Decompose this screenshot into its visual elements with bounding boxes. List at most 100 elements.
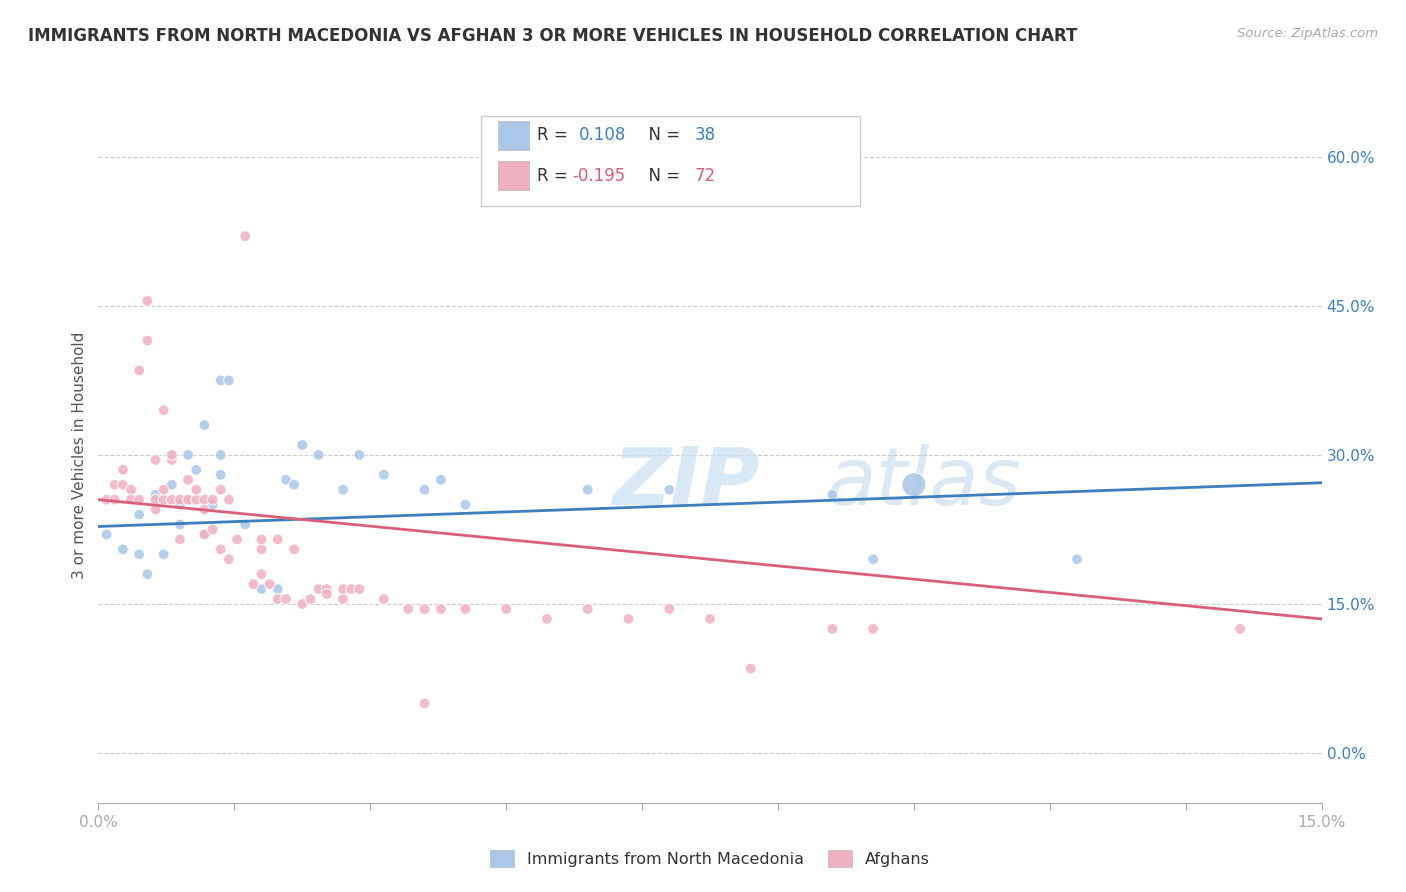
Point [315, 587, 337, 601]
Point [145, 453, 167, 467]
Point [209, 448, 232, 462]
Text: R =: R = [537, 167, 574, 185]
Point [128, 363, 150, 377]
Text: R =: R = [537, 127, 574, 145]
Text: 72: 72 [695, 167, 716, 185]
Point [315, 582, 337, 596]
Point [201, 498, 224, 512]
Point [267, 533, 290, 547]
Point [152, 492, 174, 507]
Point [209, 483, 232, 497]
Point [332, 582, 354, 596]
Point [209, 542, 232, 557]
Point [536, 612, 558, 626]
Point [495, 602, 517, 616]
Point [454, 498, 477, 512]
Point [186, 463, 208, 477]
Point [177, 473, 200, 487]
Point [152, 547, 174, 561]
Point [821, 622, 844, 636]
Point [193, 527, 215, 541]
Point [145, 488, 167, 502]
Point [160, 448, 183, 462]
Point [658, 602, 681, 616]
Point [218, 373, 240, 387]
Point [209, 373, 232, 387]
Point [201, 492, 224, 507]
Point [283, 542, 305, 557]
Point [299, 592, 322, 607]
Legend: Immigrants from North Macedonia, Afghans: Immigrants from North Macedonia, Afghans [482, 842, 938, 875]
Point [160, 477, 183, 491]
Point [128, 492, 150, 507]
Text: IMMIGRANTS FROM NORTH MACEDONIA VS AFGHAN 3 OR MORE VEHICLES IN HOUSEHOLD CORREL: IMMIGRANTS FROM NORTH MACEDONIA VS AFGHA… [28, 27, 1077, 45]
Text: ZIP: ZIP [612, 443, 759, 522]
Point [349, 582, 371, 596]
Point [308, 582, 330, 596]
Text: N =: N = [638, 127, 686, 145]
Point [332, 483, 354, 497]
Point [128, 547, 150, 561]
Point [177, 492, 200, 507]
Point [136, 567, 159, 582]
Point [169, 498, 191, 512]
Point [218, 552, 240, 566]
Point [242, 577, 264, 591]
Point [699, 612, 721, 626]
Point [96, 492, 118, 507]
Point [193, 492, 215, 507]
Point [862, 622, 884, 636]
Point [291, 597, 314, 611]
Point [740, 662, 762, 676]
Point [96, 527, 118, 541]
Point [267, 592, 290, 607]
Point [152, 403, 174, 417]
Point [413, 483, 436, 497]
Point [193, 527, 215, 541]
Point [576, 483, 599, 497]
Point [373, 592, 395, 607]
Point [233, 517, 256, 532]
Point [209, 467, 232, 482]
Point [454, 602, 477, 616]
Text: Source: ZipAtlas.com: Source: ZipAtlas.com [1237, 27, 1378, 40]
Point [658, 483, 681, 497]
Point [413, 602, 436, 616]
Point [169, 533, 191, 547]
Point [104, 477, 127, 491]
Point [104, 492, 127, 507]
Point [169, 517, 191, 532]
Point [111, 542, 134, 557]
Point [1066, 552, 1088, 566]
Point [308, 448, 330, 462]
Point [430, 473, 453, 487]
Point [413, 697, 436, 711]
Point [250, 542, 273, 557]
Point [291, 438, 314, 452]
Point [218, 492, 240, 507]
Point [250, 582, 273, 596]
Text: 38: 38 [695, 127, 716, 145]
Point [283, 477, 305, 491]
Point [340, 582, 363, 596]
Point [332, 592, 354, 607]
Point [186, 483, 208, 497]
Point [201, 523, 224, 537]
Point [267, 582, 290, 596]
Text: atlas: atlas [827, 443, 1021, 522]
Point [576, 602, 599, 616]
Point [233, 229, 256, 244]
Point [169, 492, 191, 507]
Point [274, 473, 297, 487]
Point [396, 602, 419, 616]
Point [617, 612, 640, 626]
Point [903, 477, 925, 491]
Text: 0.108: 0.108 [579, 127, 627, 145]
Point [186, 492, 208, 507]
Point [128, 508, 150, 522]
Point [259, 577, 281, 591]
Point [226, 533, 249, 547]
Point [862, 552, 884, 566]
Point [193, 502, 215, 516]
Point [349, 448, 371, 462]
